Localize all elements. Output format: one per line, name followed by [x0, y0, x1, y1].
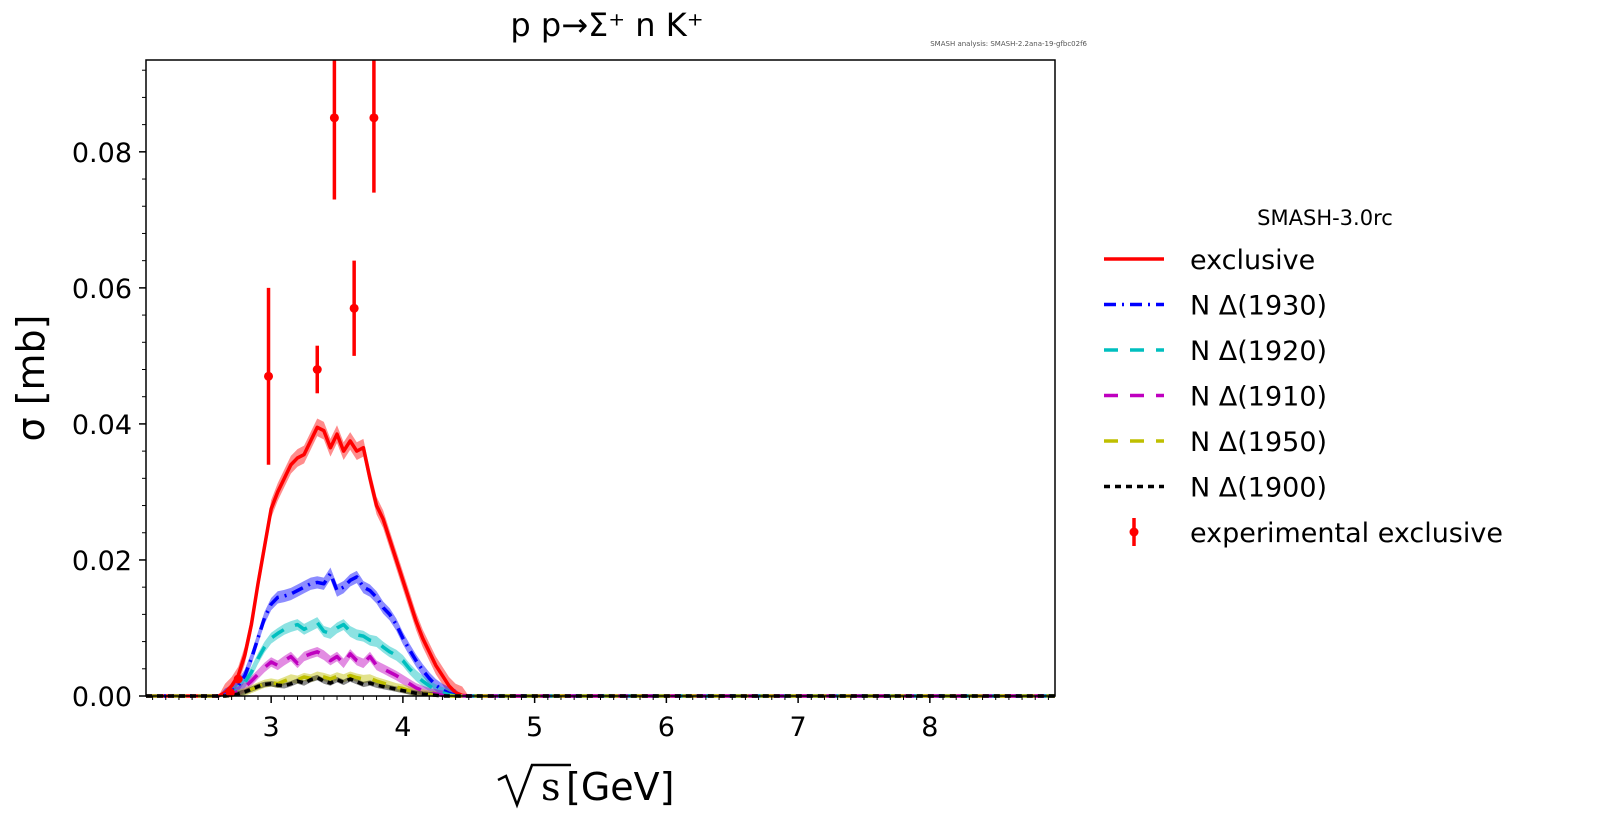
- series-line-n-1910-: [146, 650, 1055, 698]
- legend-title: SMASH-3.0rc: [1257, 206, 1393, 230]
- plot-area: [145, 59, 1056, 698]
- exp-point-2: [264, 371, 274, 381]
- legend-marker-experimental: [1129, 527, 1139, 537]
- exp-point-1: [233, 674, 243, 684]
- x-tick-label-6: 6: [658, 712, 675, 743]
- x-axis-label: s [GeV]: [497, 763, 674, 809]
- y-tick-label-2: 0.04: [72, 410, 132, 441]
- x-axis-label-s: s: [541, 765, 561, 809]
- band-n-1930-: [146, 567, 1055, 696]
- series-line-n-1920-: [146, 620, 1055, 698]
- exp-point-5: [349, 303, 359, 313]
- x-tick-label-3: 3: [263, 712, 280, 743]
- y-tick-label-1: 0.02: [72, 546, 132, 577]
- legend-label-experimental-exclusive: experimental exclusive: [1190, 518, 1503, 549]
- x-tick-label-4: 4: [394, 712, 411, 743]
- exp-point-4: [329, 113, 339, 123]
- legend-label-n-1930-: N Δ(1930): [1190, 291, 1327, 322]
- series-lines: [146, 425, 1055, 698]
- y-axis: 0.00 0.02 0.04 0.06 0.08: [72, 69, 146, 713]
- x-tick-label-5: 5: [526, 712, 543, 743]
- exp-point-0: [225, 688, 235, 698]
- legend-label-exclusive: exclusive: [1190, 245, 1315, 276]
- legend: SMASH-3.0rc exclusive N Δ(1930) N Δ(1920) N…: [1104, 206, 1503, 549]
- x-tick-label-8: 8: [921, 712, 938, 743]
- experimental-points: [225, 60, 379, 698]
- chart-title: p p→Σ⁺ n K⁺: [510, 6, 703, 44]
- x-axis: 3 4 5 6 7 8: [152, 696, 1049, 743]
- y-tick-label-4: 0.08: [72, 138, 132, 169]
- series-line-n-1900-: [146, 675, 1055, 698]
- watermark-text: SMASH analysis: SMASH-2.2ana-19-gfbc02f6: [930, 40, 1087, 48]
- y-axis-label: σ [mb]: [9, 315, 53, 442]
- legend-label-n-1950-: N Δ(1950): [1190, 427, 1327, 458]
- y-tick-label-0: 0.00: [72, 682, 132, 713]
- exp-point-3: [312, 364, 322, 374]
- band-n-1950-: [146, 671, 1055, 696]
- series-line-exclusive: [146, 425, 1055, 698]
- legend-label-n-1910-: N Δ(1910): [1190, 382, 1327, 413]
- series-line-n-1930-: [146, 571, 1055, 698]
- sqrt-symbol: [497, 763, 571, 809]
- band-n-1920-: [146, 617, 1055, 696]
- legend-label-n-1920-: N Δ(1920): [1190, 336, 1327, 367]
- y-tick-label-3: 0.06: [72, 274, 132, 305]
- x-axis-label-unit: [GeV]: [566, 765, 674, 809]
- x-tick-label-7: 7: [790, 712, 807, 743]
- legend-label-n-1900-: N Δ(1900): [1190, 473, 1327, 504]
- exp-point-6: [369, 113, 379, 123]
